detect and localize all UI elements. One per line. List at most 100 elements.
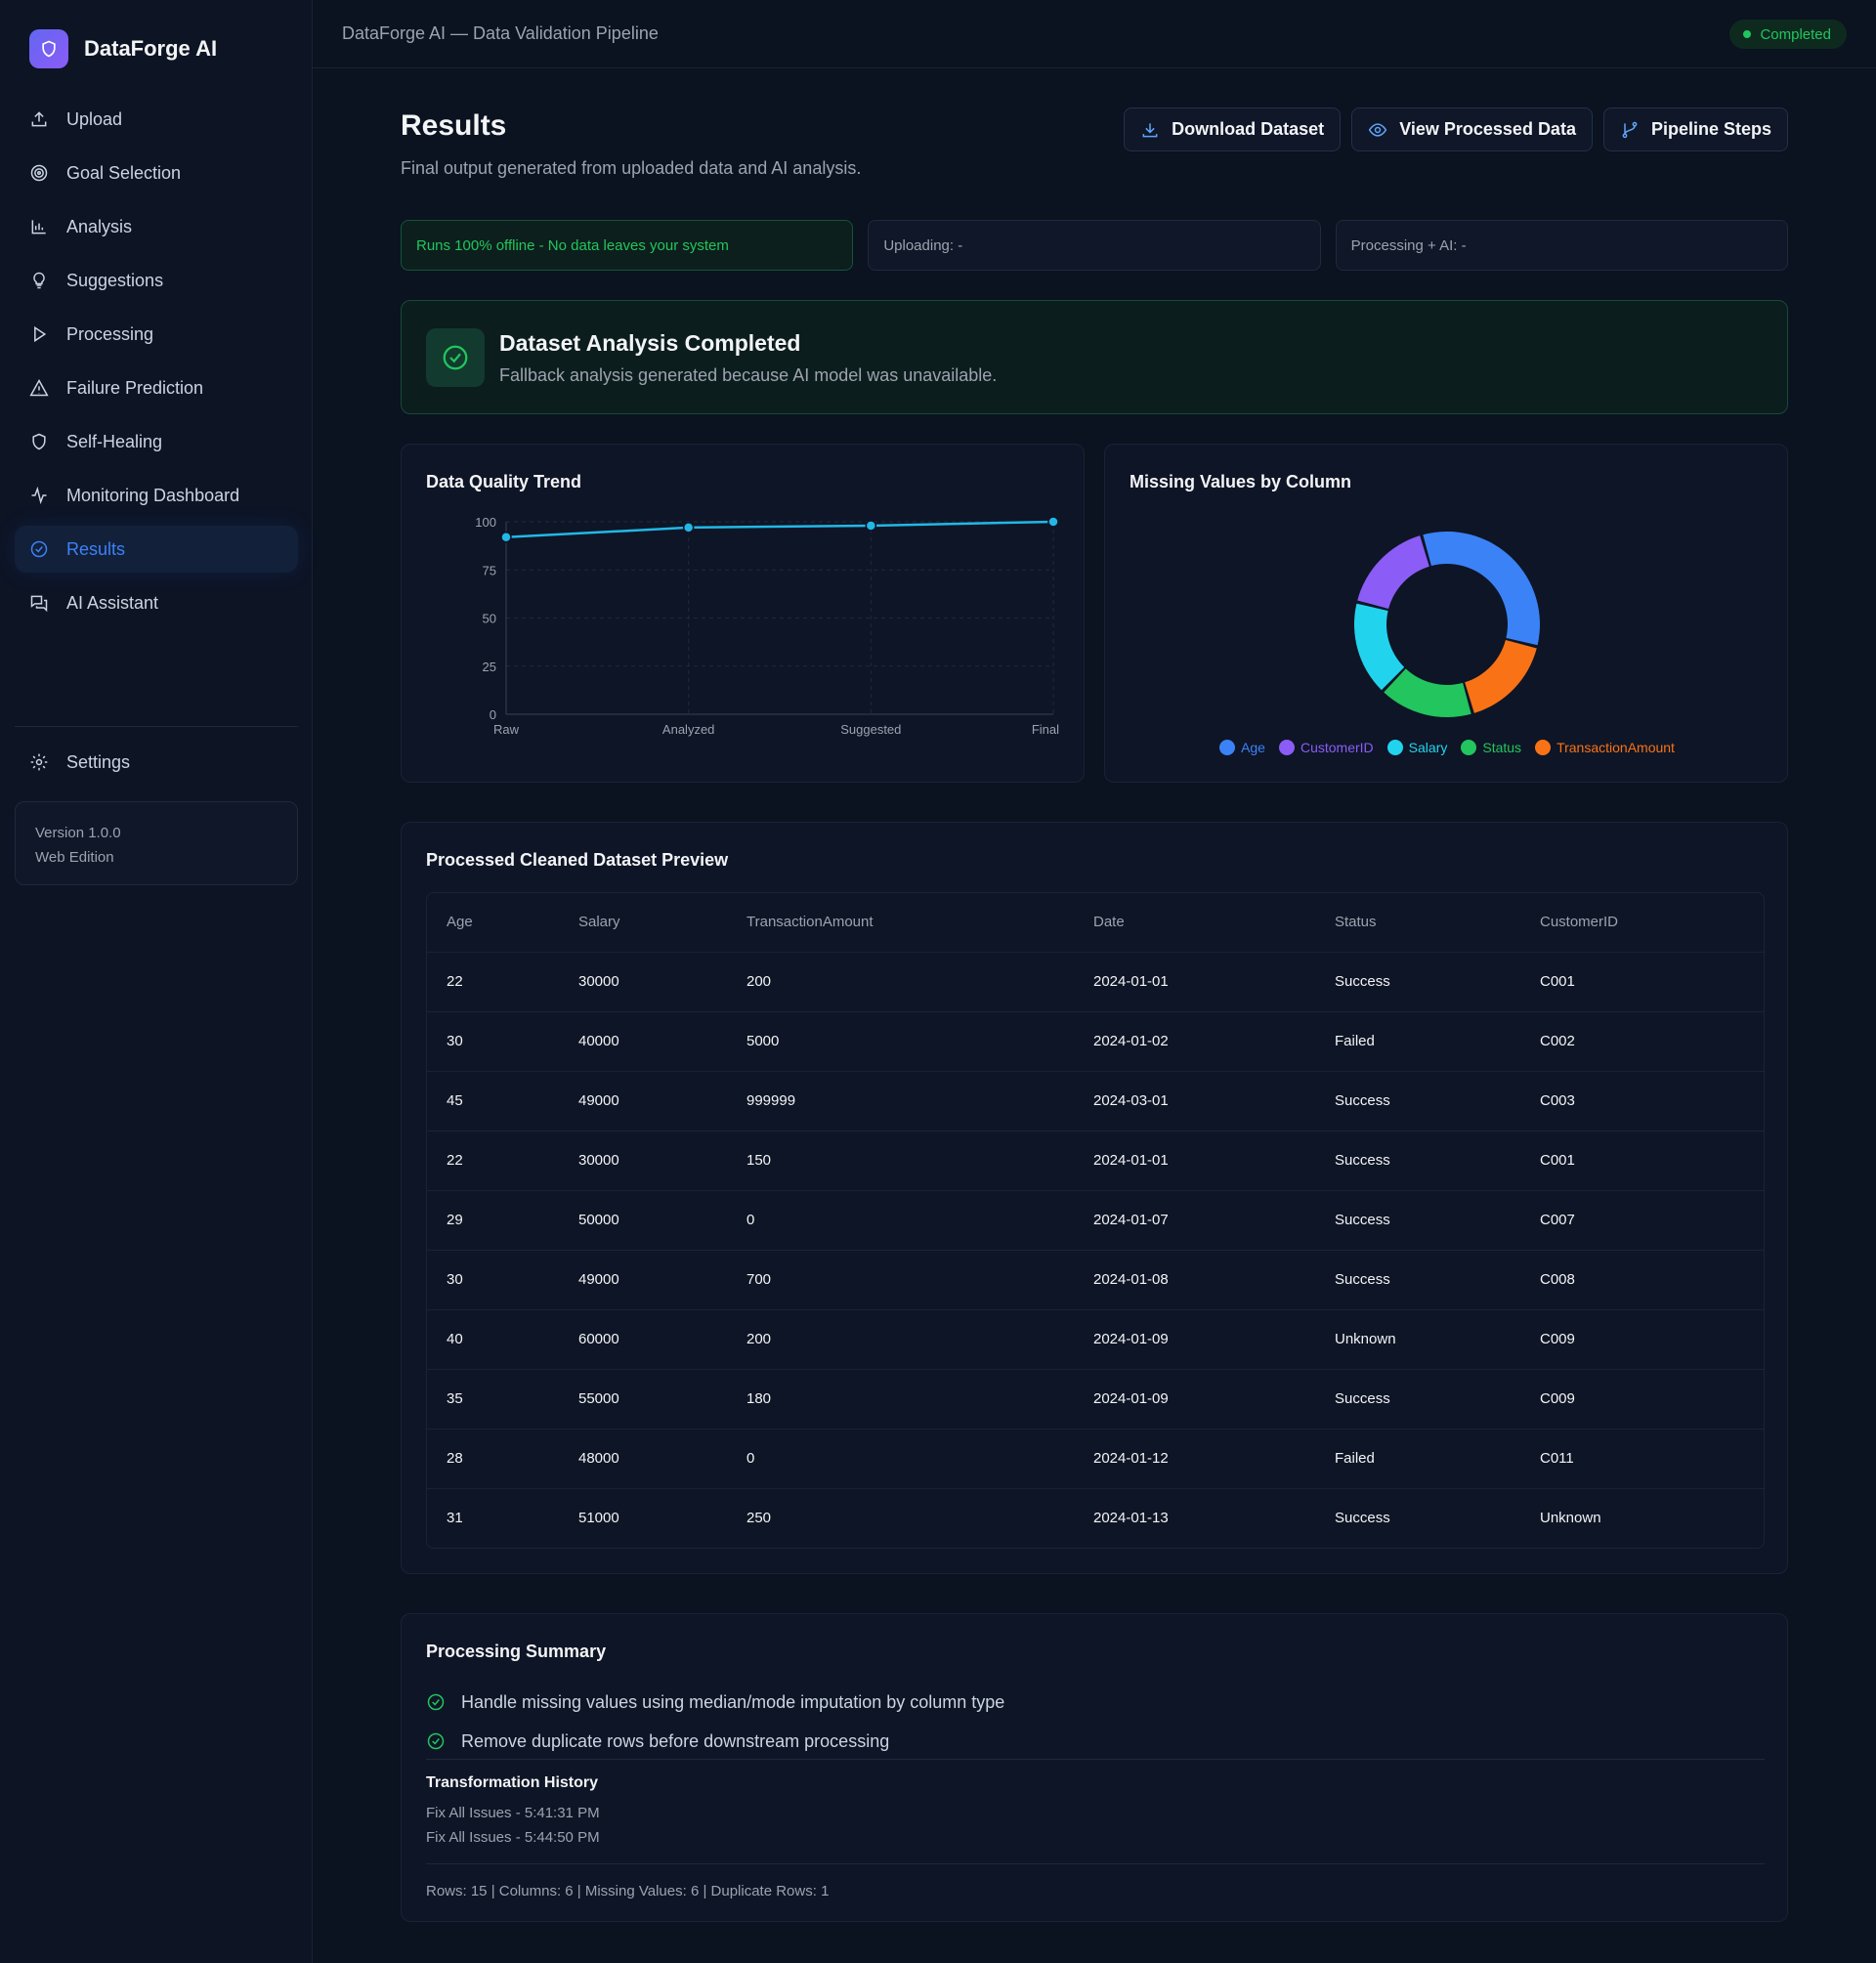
legend-item[interactable]: CustomerID [1278,740,1374,755]
version-text: Version 1.0.0 [35,825,121,841]
table-cell: Unknown [1540,1510,1601,1527]
table-body: 22 30000 200 2024-01-01 Success C001 30 40000 50… [427,952,1764,1548]
legend-item[interactable]: Salary [1386,740,1447,755]
brand[interactable]: DataForge AI [29,29,217,68]
table-cell: 2024-01-02 [1074,1011,1315,1072]
table-cell: 999999 [727,1071,1074,1131]
sidebar-item-upload[interactable]: Upload [15,96,298,143]
button-label: View Processed Data [1399,119,1576,139]
status-badge: Completed [1729,20,1847,49]
table-cell: Failed [1315,1429,1520,1489]
page-subtitle: Final output generated from uploaded dat… [401,158,862,178]
table-cell: 250 [746,1510,772,1527]
sidebar-item-goal-selection[interactable]: Goal Selection [15,149,298,196]
table-cell: 2024-01-01 [1074,1131,1315,1191]
legend-swatch [1386,740,1403,755]
table-cell: Success [1315,1190,1520,1251]
summary-list: Handle missing values using median/mode … [426,1683,1004,1761]
sidebar-item-label: Results [66,538,126,559]
table-cell: 31 [447,1510,463,1527]
table-cell: 0 [727,1190,1074,1251]
sidebar-item-label: Monitoring Dashboard [66,485,240,505]
table-cell: 2024-01-07 [1074,1190,1315,1251]
legend-item[interactable]: TransactionAmount [1535,740,1675,755]
table-cell: 30000 [559,952,727,1012]
table-cell: 2024-03-01 [1074,1071,1315,1131]
sidebar-item-settings[interactable]: Settings [15,739,298,786]
table-cell: 22 [427,1131,559,1191]
table-row: 45 49000 999999 2024-03-01 Success C003 [427,1071,1764,1131]
table-cell: 2024-01-09 [1074,1309,1315,1370]
y-tick-label: 100 [475,515,496,530]
table-title: Processed Cleaned Dataset Preview [426,850,729,870]
target-icon [30,164,48,182]
column-header: Status [1315,893,1520,953]
table-cell: 2024-01-12 [1074,1429,1315,1489]
table-cell: Success [1335,1510,1390,1527]
table-cell: 51000 [578,1510,619,1527]
legend-label: Status [1482,740,1522,755]
dataset-table-wrapper: Age Salary TransactionAmount Date Status… [426,892,1765,1549]
edition-text: Web Edition [35,849,114,866]
shield-icon [32,433,46,450]
version-info: Version 1.0.0 Web Edition [15,801,298,885]
table-cell: 2024-01-13 [1093,1510,1169,1527]
table-cell: 60000 [559,1309,727,1370]
sidebar-item-monitoring-dashboard[interactable]: Monitoring Dashboard [15,472,298,519]
x-tick-label: Suggested [840,722,901,737]
y-tick-label: 75 [483,563,496,577]
sidebar-item-processing[interactable]: Processing [15,311,298,358]
legend-item[interactable]: Age [1219,740,1265,755]
completed-title: Dataset Analysis Completed [499,330,801,356]
y-tick-label: 0 [490,707,496,722]
table-cell: 50000 [559,1190,727,1251]
table-cell: C007 [1520,1190,1764,1251]
table-cell: 0 [727,1429,1074,1489]
table-row: 40 60000 200 2024-01-09 Unknown C009 [427,1309,1764,1370]
table-cell: C009 [1520,1369,1764,1430]
dataset-stats: Rows: 15 | Columns: 6 | Missing Values: … [426,1883,830,1899]
table-cell: 49000 [559,1250,727,1310]
column-header: Age [427,893,559,953]
legend-item[interactable]: Status [1461,740,1521,755]
chart-legend: Age CustomerID Salary Status TransactionAmou… [1105,740,1789,755]
table-cell: 30 [427,1250,559,1310]
button-label: Pipeline Steps [1650,119,1771,139]
download-dataset-button[interactable]: Download Dataset [1124,107,1342,151]
summary-item-text: Handle missing values using median/mode … [461,1691,1005,1712]
sidebar-item-self-healing[interactable]: Self-Healing [15,418,298,465]
analysis-completed-banner: Dataset Analysis Completed Fallback anal… [401,300,1788,414]
history-entry: Fix All Issues - 5:41:31 PM [426,1805,600,1821]
table-cell: 28 [427,1429,559,1489]
table-row: 28 48000 0 2024-01-12 Failed C011 [427,1429,1764,1489]
sidebar-item-results[interactable]: Results [15,526,298,573]
sidebar-item-label: Processing [66,323,154,344]
legend-swatch [1278,740,1295,755]
warning-icon [29,378,49,397]
sidebar-item-analysis[interactable]: Analysis [15,203,298,250]
table-cell: 40 [427,1309,559,1370]
missing-values-card: Missing Values by Column Age CustomerID Sa… [1104,444,1788,783]
pipeline-steps-button[interactable]: Pipeline Steps [1602,107,1788,151]
history-entry: Fix All Issues - 5:44:50 PM [426,1829,600,1846]
sidebar-item-suggestions[interactable]: Suggestions [15,257,298,304]
lightbulb-icon [33,272,45,289]
sidebar-item-label: Goal Selection [66,162,182,183]
table-cell: C008 [1520,1250,1764,1310]
gear-icon [30,753,48,771]
sidebar-item-ai-assistant[interactable]: AI Assistant [15,579,298,626]
processing-chip: Processing + AI: - [1335,220,1788,271]
summary-item-text: Remove duplicate rows before downstream … [461,1730,890,1751]
check-circle-icon [426,328,485,387]
window-title: DataForge AI — Data Validation Pipeline [342,23,659,43]
table-cell: Success [1315,1131,1520,1191]
sidebar-item-failure-prediction[interactable]: Failure Prediction [15,364,298,411]
table-cell: 180 [727,1369,1074,1430]
legend-label: Age [1241,740,1265,755]
view-processed-data-button[interactable]: View Processed Data [1351,107,1593,151]
table-cell: C003 [1520,1071,1764,1131]
table-cell: 30000 [559,1131,727,1191]
column-header: CustomerID [1520,893,1764,953]
donut-slice [1465,640,1537,713]
table-row: 29 50000 0 2024-01-07 Success C007 [427,1190,1764,1251]
